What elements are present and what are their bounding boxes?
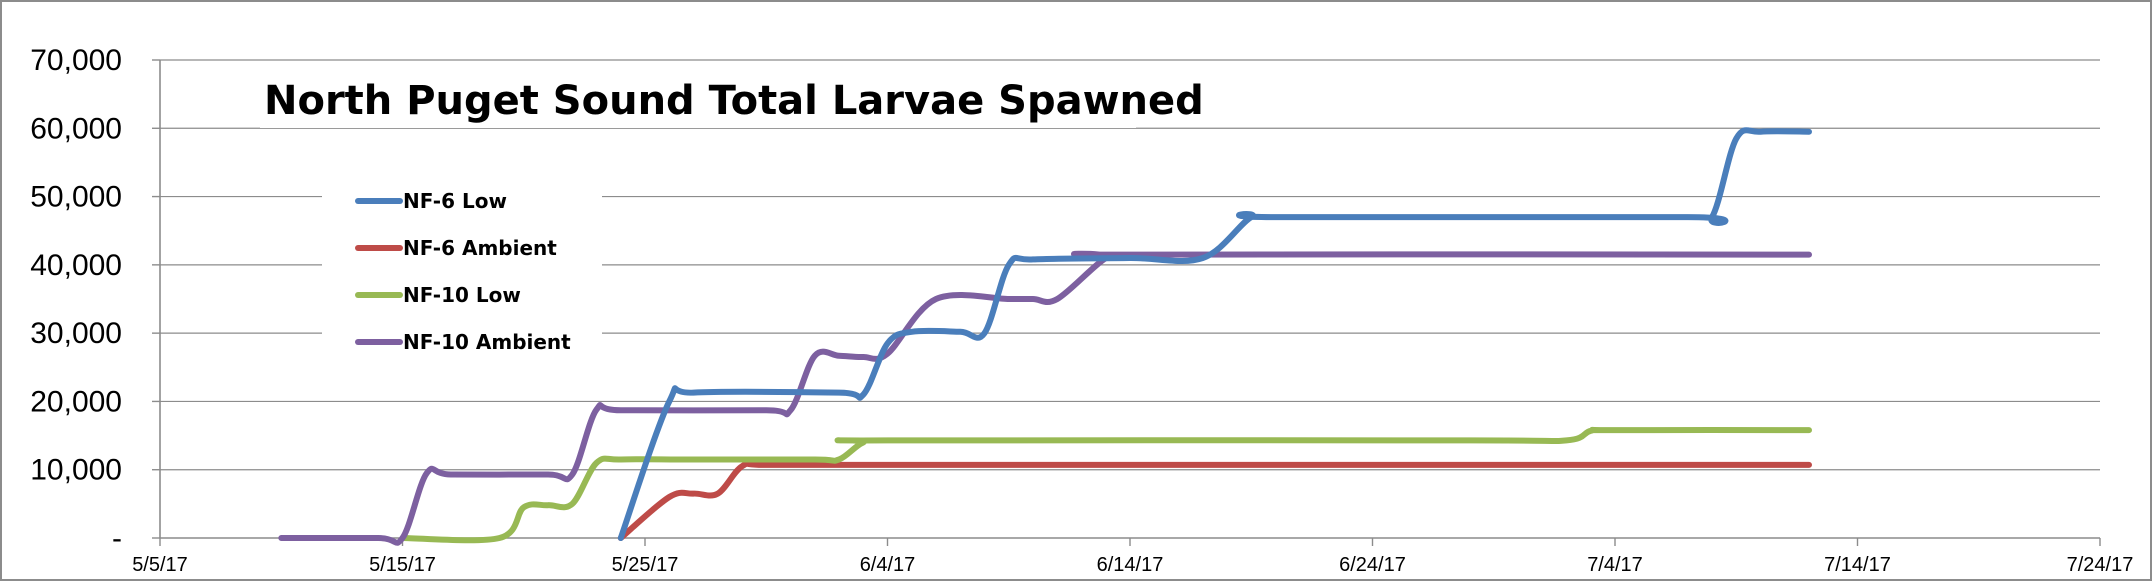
y-tick-label: 70,000 [30, 44, 122, 77]
series-line-nf-6-ambient [617, 460, 1812, 541]
y-tick-label: 40,000 [30, 249, 122, 282]
x-tick-label: 7/24/17 [2067, 554, 2134, 576]
x-tick-label: 5/25/17 [612, 554, 679, 576]
chart-title: North Puget Sound Total Larvae Spawned [264, 78, 1204, 124]
series-line-nf-10-low [399, 426, 1812, 544]
x-tick-label: 7/4/17 [1587, 554, 1643, 576]
x-tick-label: 5/5/17 [132, 554, 188, 576]
y-tick-label: 30,000 [30, 317, 122, 350]
y-tick-label: 20,000 [30, 385, 122, 418]
title-background [260, 74, 1136, 128]
y-tick-label: 50,000 [30, 181, 122, 214]
axes: - 10,000 20,000 30,000 40,000 50,000 60,000 70,… [30, 44, 2133, 576]
legend: NF-6 Low NF-6 Ambient NF-10 Low NF-10 Ambie… [322, 180, 602, 372]
x-tick-label: 6/14/17 [1097, 554, 1164, 576]
x-tick-label: 7/14/17 [1824, 554, 1891, 576]
title-area: North Puget Sound Total Larvae Spawned [260, 74, 1204, 128]
y-tick-label: - [112, 522, 122, 555]
legend-label-nf-6-ambient: NF-6 Ambient [403, 236, 557, 260]
legend-label-nf-6-low: NF-6 Low [403, 189, 507, 213]
legend-label-nf-10-low: NF-10 Low [403, 283, 521, 307]
series-lines [278, 127, 1812, 546]
legend-label-nf-10-ambient: NF-10 Ambient [403, 330, 571, 354]
y-tick-label: 10,000 [30, 454, 122, 487]
x-tick-label: 6/4/17 [860, 554, 916, 576]
y-tick-label: 60,000 [30, 112, 122, 145]
series-line-nf-10-ambient [278, 250, 1812, 546]
series-line-nf-6-low [617, 127, 1812, 541]
x-tick-label: 6/24/17 [1339, 554, 1406, 576]
x-tick-label: 5/15/17 [369, 554, 436, 576]
